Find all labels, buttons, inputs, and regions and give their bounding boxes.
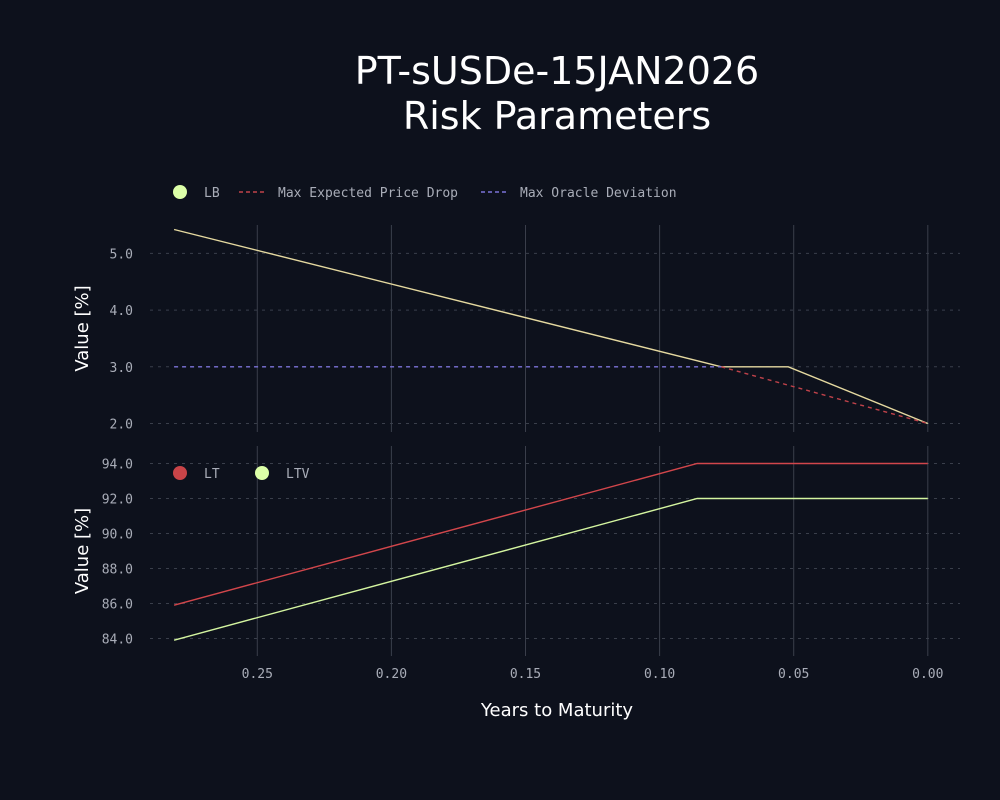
legend-max-oracle-deviation-label: Max Oracle Deviation xyxy=(520,186,677,201)
max-expected-price-drop-line xyxy=(721,366,928,425)
top-panel: 2.0 3.0 4.0 5.0 Value [%] LB Max Expected Pric… xyxy=(72,185,960,432)
bottom-y-tick-label: 84.0 xyxy=(102,633,133,648)
x-axis-title: Years to Maturity xyxy=(480,700,633,721)
legend-lt-marker xyxy=(173,466,187,480)
bottom-panel: 84.0 86.0 88.0 90.0 92.0 94.0 0.25 0.20 0.15 0.10… xyxy=(72,446,960,682)
top-y-tick-label: 3.0 xyxy=(110,361,133,376)
bottom-y-tick-label: 94.0 xyxy=(102,458,133,473)
bottom-y-tick-label: 92.0 xyxy=(102,493,133,508)
bottom-y-tick-label: 86.0 xyxy=(102,598,133,613)
bottom-y-tick-label: 90.0 xyxy=(102,528,133,543)
top-y-tick-label: 4.0 xyxy=(110,304,133,319)
legend-max-expected-price-drop-label: Max Expected Price Drop xyxy=(278,186,458,201)
x-tick-label: 0.10 xyxy=(644,667,675,682)
bottom-y-axis-title: Value [%] xyxy=(72,508,93,594)
legend-lb-label: LB xyxy=(204,186,220,201)
x-tick-label: 0.15 xyxy=(510,667,541,682)
bottom-y-tick-label: 88.0 xyxy=(102,563,133,578)
lt-line xyxy=(173,462,928,606)
x-tick-label: 0.20 xyxy=(376,667,407,682)
chart-title-line1: PT-sUSDe-15JAN2026 xyxy=(355,49,759,93)
legend-ltv-marker xyxy=(255,466,269,480)
x-tick-label: 0.25 xyxy=(242,667,273,682)
ltv-line xyxy=(173,497,928,641)
legend-lb-marker xyxy=(173,185,187,199)
x-tick-label: 0.05 xyxy=(778,667,809,682)
x-tick-label: 0.00 xyxy=(912,667,943,682)
top-y-tick-label: 5.0 xyxy=(110,247,133,262)
chart-title-line2: Risk Parameters xyxy=(403,94,711,138)
top-y-axis-title: Value [%] xyxy=(72,285,93,371)
top-y-tick-label: 2.0 xyxy=(110,417,133,432)
legend-ltv-label: LTV xyxy=(286,467,310,482)
lb-line xyxy=(173,228,929,425)
legend-lt-label: LT xyxy=(204,467,220,482)
